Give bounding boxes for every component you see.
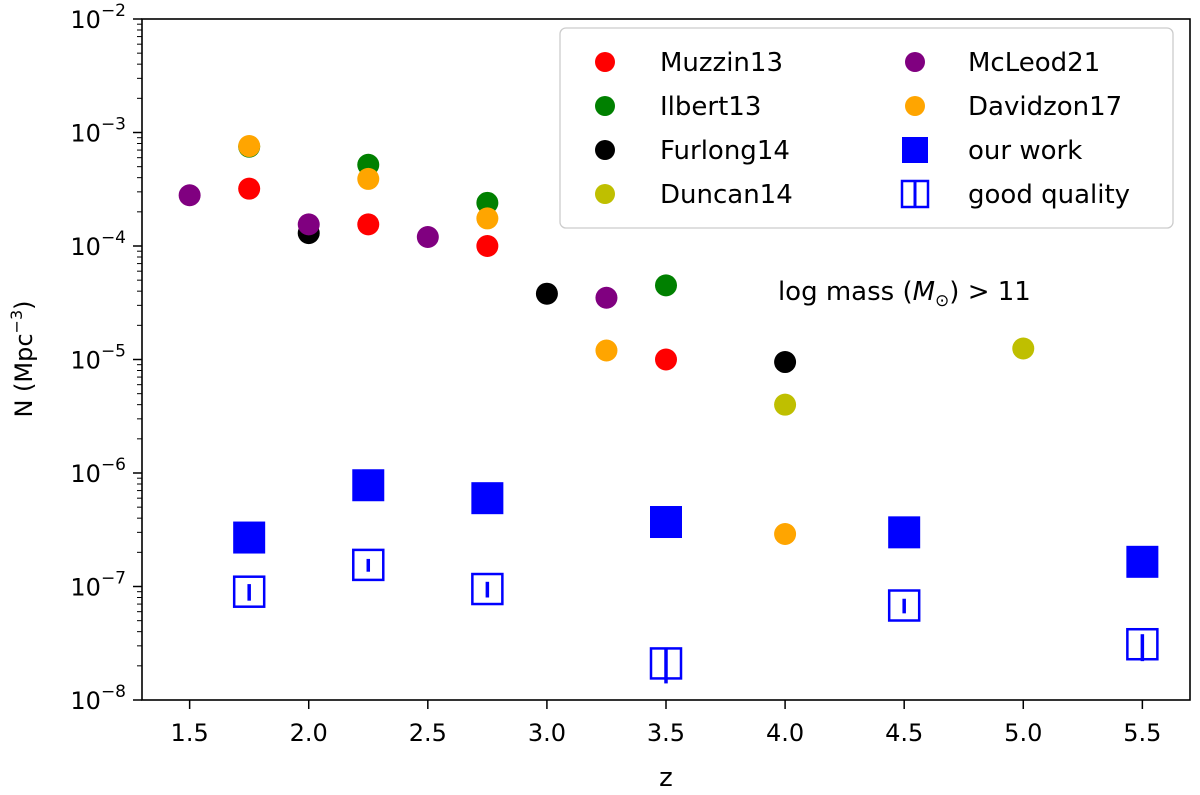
x-tick-label: 5.0 (1004, 719, 1042, 747)
annotation-suffix: ) > 11 (949, 277, 1031, 307)
y-tick-exp: −8 (101, 682, 126, 702)
y-tick-exp: −6 (101, 455, 126, 475)
legend-marker-duncan14 (595, 184, 615, 204)
point-good-quality (352, 548, 385, 582)
x-tick-label: 2.0 (290, 719, 328, 747)
legend-frame (559, 27, 1174, 229)
point-our-work (1126, 545, 1159, 578)
legend-marker-furlong14 (595, 140, 615, 160)
y-tick-exp: −3 (101, 115, 126, 135)
y-tick-label: 10−4 (70, 228, 126, 261)
point-davidzon17 (357, 167, 380, 190)
y-tick-base: 10 (70, 687, 101, 715)
y-axis-label-base: N (Mpc (10, 333, 38, 417)
y-axis-label-exp: −3 (7, 310, 26, 334)
point-ilbert13 (655, 274, 677, 297)
legend-marker-ilbert13 (595, 96, 615, 116)
point-our-work (233, 521, 266, 554)
legend-label: Ilbert13 (660, 92, 761, 122)
point-duncan14 (774, 393, 797, 416)
y-tick-exp: −2 (101, 1, 126, 21)
y-tick-label: 10−2 (70, 1, 126, 34)
x-tick-label: 4.0 (766, 719, 804, 747)
x-tick-label: 5.5 (1123, 719, 1161, 747)
y-tick-label: 10−3 (70, 115, 126, 148)
annotation-mass-cut: log mass (M⊙) > 11 (778, 277, 1031, 311)
legend-label: Furlong14 (660, 136, 790, 166)
point-mcleod21 (297, 213, 320, 236)
data-layer (178, 135, 1159, 684)
y-axis-label-close: ) (10, 300, 38, 309)
point-davidzon17 (238, 135, 261, 158)
point-duncan14 (1012, 337, 1035, 360)
y-tick-base: 10 (70, 233, 101, 261)
y-tick-label: 10−8 (70, 682, 126, 715)
ticks-layer: 1.5 2.0 2.5 3.0 3.5 4.0 4.5 5.0 5.510−810−710−61… (70, 1, 1161, 747)
y-tick-base: 10 (70, 120, 101, 148)
legend-label: McLeod21 (968, 48, 1100, 78)
point-our-work (888, 516, 921, 549)
y-tick-label: 10−6 (70, 455, 126, 488)
y-tick-label: 10−5 (70, 342, 126, 375)
y-tick-base: 10 (70, 347, 101, 375)
x-axis-label: z (659, 763, 673, 793)
plot-frame (141, 18, 1191, 701)
legend-marker-our-work (902, 137, 928, 163)
point-davidzon17 (476, 207, 499, 230)
legend-label: good quality (968, 180, 1130, 210)
y-axis-label: N (Mpc−3) (7, 300, 38, 417)
point-mcleod21 (595, 286, 618, 309)
point-furlong14 (535, 282, 558, 305)
point-davidzon17 (774, 523, 797, 546)
annotation-prefix: log mass ( (778, 277, 913, 307)
y-tick-exp: −5 (101, 342, 126, 362)
legend-label: Muzzin13 (660, 48, 783, 78)
annotation-subscript: ⊙ (935, 291, 949, 311)
y-tick-exp: −7 (101, 569, 126, 589)
x-tick-label: 3.0 (528, 719, 566, 747)
x-tick-label: 2.5 (409, 719, 447, 747)
point-furlong14 (774, 351, 797, 374)
y-tick-base: 10 (70, 460, 101, 488)
legend-marker-mcleod21 (905, 52, 925, 72)
point-davidzon17 (595, 339, 618, 362)
point-muzzin13 (238, 177, 261, 200)
legend-marker-muzzin13 (595, 52, 615, 72)
x-tick-label: 4.5 (885, 719, 923, 747)
point-muzzin13 (655, 348, 677, 371)
legend: Muzzin13 Ilbert13 Furlong14 Duncan14 McLeod2… (559, 27, 1174, 229)
annotation-symbol: M (913, 277, 935, 307)
y-tick-base: 10 (70, 6, 101, 34)
x-tick-label: 3.5 (647, 719, 685, 747)
point-mcleod21 (416, 226, 439, 249)
legend-label: our work (968, 136, 1082, 166)
legend-label: Duncan14 (660, 180, 793, 210)
legend-marker-davidzon17 (905, 96, 925, 116)
point-muzzin13 (476, 235, 499, 257)
x-tick-label: 1.5 (171, 719, 209, 747)
y-tick-exp: −4 (101, 228, 126, 248)
point-our-work (471, 482, 504, 515)
point-muzzin13 (357, 213, 380, 236)
y-tick-base: 10 (70, 574, 101, 602)
legend-label: Davidzon17 (968, 92, 1122, 122)
point-ilbert13 (476, 191, 499, 214)
y-tick-label: 10−7 (70, 569, 126, 602)
point-our-work (650, 506, 682, 539)
point-our-work (352, 469, 385, 502)
point-mcleod21 (178, 184, 201, 207)
